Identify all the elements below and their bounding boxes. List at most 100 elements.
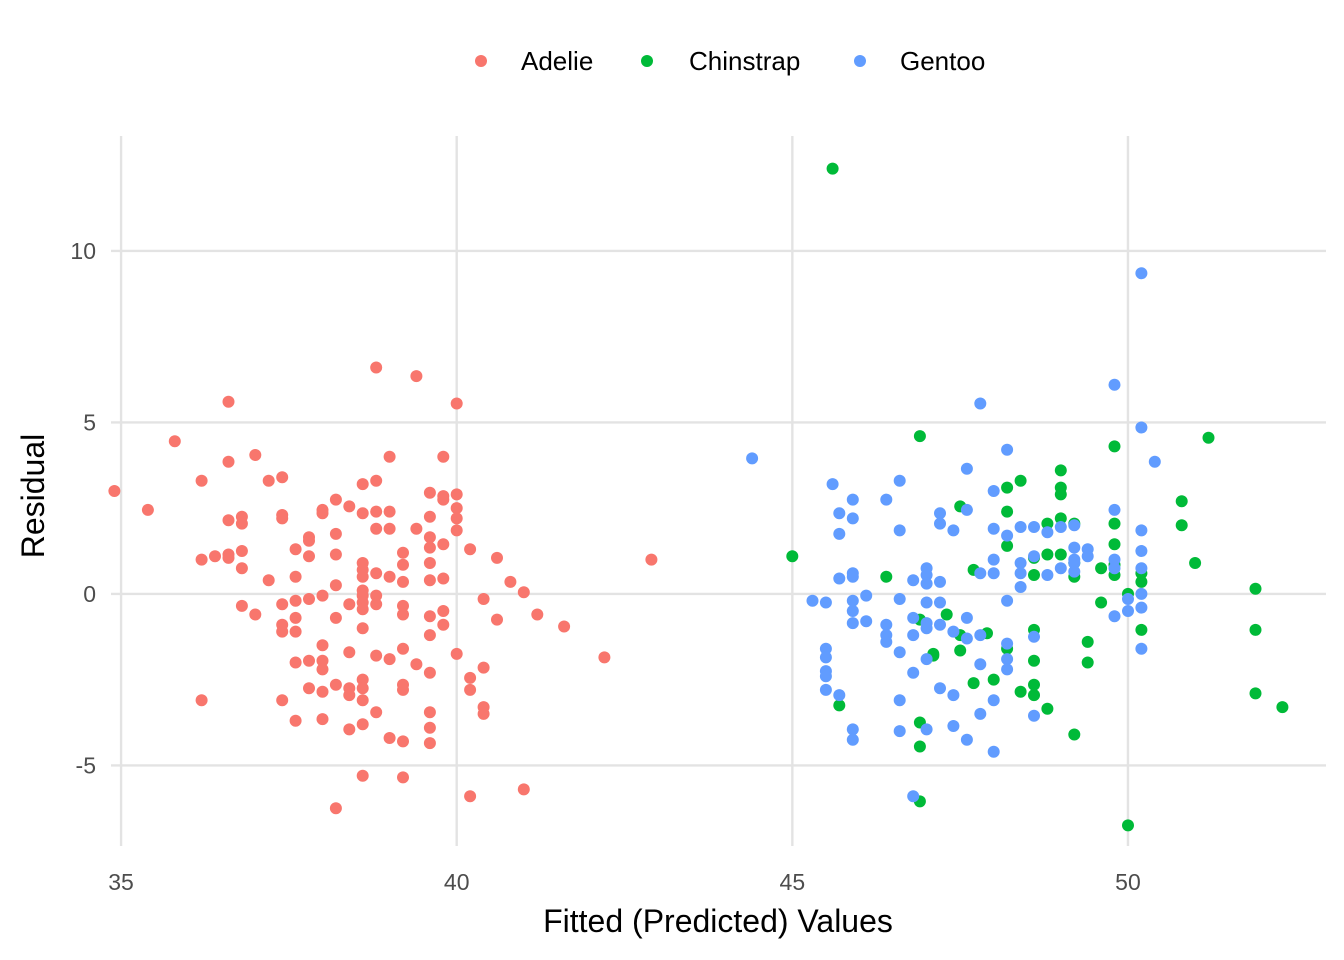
data-point <box>1108 538 1121 551</box>
data-point <box>1122 605 1134 617</box>
data-point <box>907 574 920 587</box>
data-point <box>846 493 859 506</box>
legend-key-adelie <box>475 55 487 67</box>
data-point <box>450 397 463 410</box>
data-point <box>1068 728 1081 741</box>
data-point <box>222 395 235 408</box>
data-point <box>450 524 463 537</box>
data-point <box>1081 550 1094 563</box>
data-point <box>987 553 1000 566</box>
data-point <box>356 603 369 616</box>
data-point <box>423 510 436 523</box>
data-point <box>222 551 235 564</box>
data-point <box>826 478 839 491</box>
data-point <box>1001 539 1014 552</box>
data-point <box>1041 517 1054 530</box>
data-point <box>974 707 987 720</box>
data-point <box>423 531 436 544</box>
data-point <box>1068 557 1081 569</box>
data-point <box>289 656 302 669</box>
data-point <box>397 735 409 748</box>
data-point <box>1249 623 1262 636</box>
data-point <box>987 694 1000 707</box>
data-point <box>329 678 342 691</box>
data-point <box>491 551 503 564</box>
data-point <box>826 162 839 175</box>
data-point <box>450 512 463 525</box>
data-point <box>383 505 396 518</box>
data-point <box>303 682 315 695</box>
data-point <box>880 618 893 631</box>
data-point <box>423 541 436 554</box>
data-point <box>222 455 235 468</box>
data-point <box>370 567 383 580</box>
data-point <box>276 625 289 638</box>
data-point <box>195 553 208 566</box>
data-point <box>947 720 960 732</box>
data-point <box>1028 550 1040 563</box>
data-point <box>343 689 356 702</box>
data-point <box>289 594 302 607</box>
data-point <box>289 625 302 638</box>
legend-item-adelie: Adelie <box>475 46 593 76</box>
data-point <box>329 548 342 561</box>
data-point <box>967 677 980 690</box>
data-point <box>356 682 369 695</box>
y-axis-title: Residual <box>15 434 51 559</box>
data-point <box>437 450 450 463</box>
data-point <box>1041 569 1054 581</box>
series-gentoo <box>746 267 1161 803</box>
data-point <box>913 430 926 443</box>
data-point <box>960 462 973 475</box>
data-point <box>410 370 423 383</box>
data-point <box>846 605 859 617</box>
data-point <box>1054 562 1067 575</box>
data-point <box>974 629 987 642</box>
data-point <box>1148 455 1161 468</box>
data-point <box>907 629 920 642</box>
data-point <box>517 586 530 599</box>
data-point <box>819 651 832 664</box>
data-point <box>423 721 436 734</box>
data-point <box>934 682 946 695</box>
data-point <box>423 666 436 679</box>
data-point <box>960 632 973 645</box>
data-point <box>437 605 450 617</box>
data-point <box>893 646 906 659</box>
data-point <box>806 594 819 607</box>
data-point <box>1108 517 1121 530</box>
data-point <box>397 599 409 612</box>
data-point <box>450 502 463 515</box>
data-point <box>1108 503 1121 516</box>
data-point <box>1068 519 1081 532</box>
data-point <box>531 608 544 621</box>
data-point <box>913 740 926 753</box>
legend-label-gentoo: Gentoo <box>900 46 985 76</box>
data-point <box>880 570 893 583</box>
data-point <box>1028 689 1040 702</box>
data-point <box>316 713 329 726</box>
data-point <box>209 550 221 563</box>
data-point <box>397 642 409 655</box>
legend-key-gentoo <box>854 55 866 67</box>
data-point <box>289 714 302 727</box>
data-point <box>1108 610 1121 623</box>
data-point <box>316 654 329 667</box>
data-point <box>303 550 315 563</box>
legend-item-chinstrap: Chinstrap <box>641 46 800 76</box>
data-point <box>289 570 302 583</box>
data-point <box>819 683 832 696</box>
data-point <box>450 647 463 660</box>
data-point <box>893 593 906 605</box>
data-point <box>303 534 315 547</box>
data-point <box>1001 663 1014 676</box>
data-point <box>491 613 503 626</box>
data-point <box>1249 687 1262 700</box>
data-point <box>437 538 450 551</box>
data-point <box>940 608 953 621</box>
y-tick-label: 5 <box>83 409 96 435</box>
data-point <box>397 546 409 559</box>
data-point <box>370 361 383 374</box>
data-point <box>370 522 383 535</box>
data-point <box>1014 474 1027 487</box>
